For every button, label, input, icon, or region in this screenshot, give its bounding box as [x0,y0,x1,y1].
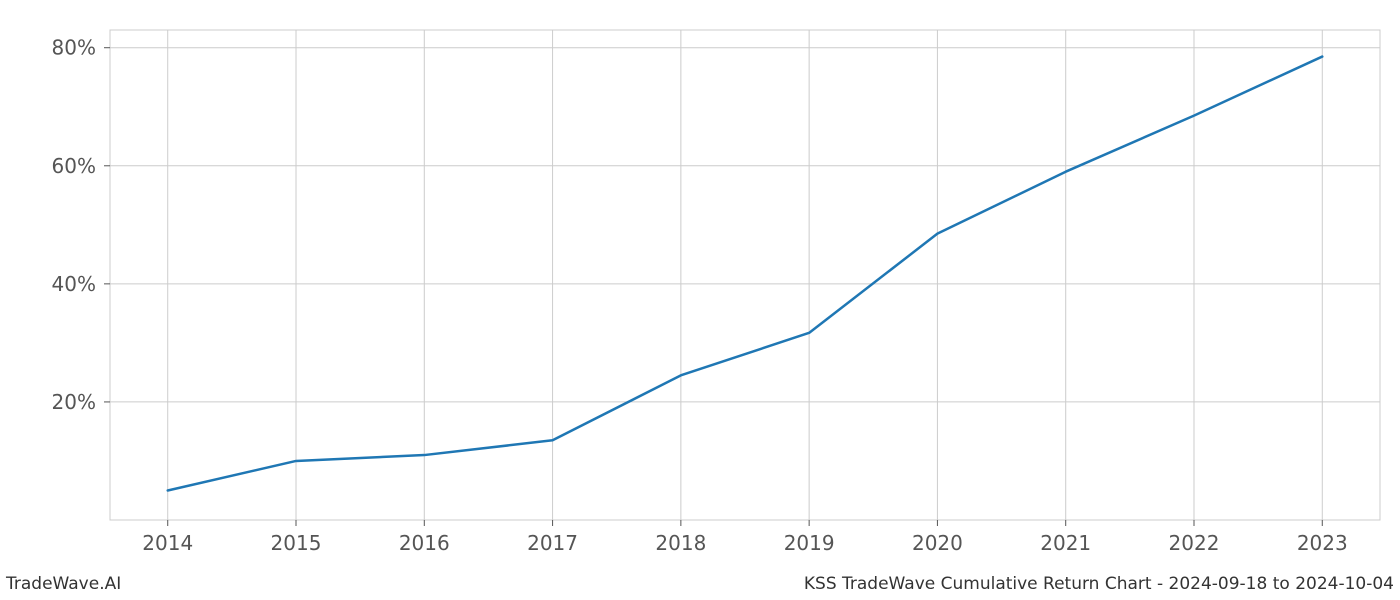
x-tick-label: 2019 [784,531,835,555]
x-tick-label: 2020 [912,531,963,555]
x-tick-label: 2021 [1040,531,1091,555]
x-tick-label: 2015 [271,531,322,555]
y-tick-label: 40% [52,272,96,296]
chart-container: 2014 2015 2016 2017 2018 2019 2020 2021 2022 2023… [0,0,1400,600]
y-tick-label: 20% [52,390,96,414]
x-tick-label: 2017 [527,531,578,555]
y-tick-label: 80% [52,36,96,60]
footer-title: KSS TradeWave Cumulative Return Chart - … [804,574,1394,594]
y-tick-label: 60% [52,154,96,178]
x-tick-label: 2016 [399,531,450,555]
x-tick-label: 2023 [1297,531,1348,555]
x-tick-label: 2014 [142,531,193,555]
line-chart: 2014 2015 2016 2017 2018 2019 2020 2021 2022 2023… [0,0,1400,600]
x-tick-label: 2018 [655,531,706,555]
footer-brand: TradeWave.AI [6,574,121,594]
x-tick-label: 2022 [1169,531,1220,555]
chart-background [0,0,1400,600]
